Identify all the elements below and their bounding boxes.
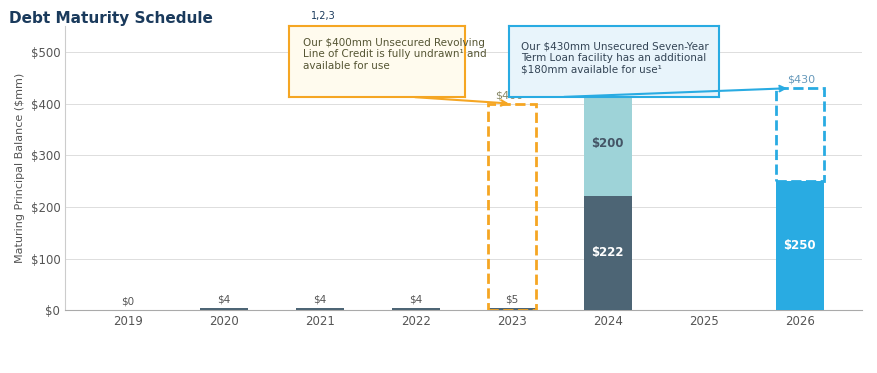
Bar — [488, 308, 536, 310]
Bar — [200, 308, 247, 310]
Text: $4: $4 — [409, 295, 422, 305]
Text: $4: $4 — [313, 295, 326, 305]
Text: $250: $250 — [783, 239, 816, 252]
Text: $430: $430 — [788, 75, 816, 85]
Text: Our $430mm Unsecured Seven-Year
Term Loan facility has an additional
$180mm avai: Our $430mm Unsecured Seven-Year Term Loa… — [521, 41, 709, 75]
Bar — [296, 308, 344, 310]
Bar — [583, 195, 631, 310]
Text: $200: $200 — [591, 138, 624, 150]
Text: $5: $5 — [505, 294, 518, 304]
Text: Our $400mm Unsecured Revolving
Line of Credit is fully undrawn¹ and
available fo: Our $400mm Unsecured Revolving Line of C… — [303, 38, 487, 71]
Bar — [583, 92, 631, 195]
Bar — [488, 104, 536, 310]
Bar — [391, 308, 439, 310]
Bar — [775, 88, 824, 181]
Y-axis label: Maturing Principal Balance ($mm): Maturing Principal Balance ($mm) — [15, 73, 25, 263]
Text: $222: $222 — [591, 247, 624, 260]
Text: $4: $4 — [217, 295, 230, 305]
Text: 1,2,3: 1,2,3 — [311, 11, 336, 21]
Text: Debt Maturity Schedule: Debt Maturity Schedule — [9, 11, 212, 26]
Bar — [775, 181, 824, 310]
Text: $0: $0 — [121, 297, 134, 307]
Text: $400: $400 — [496, 90, 524, 100]
